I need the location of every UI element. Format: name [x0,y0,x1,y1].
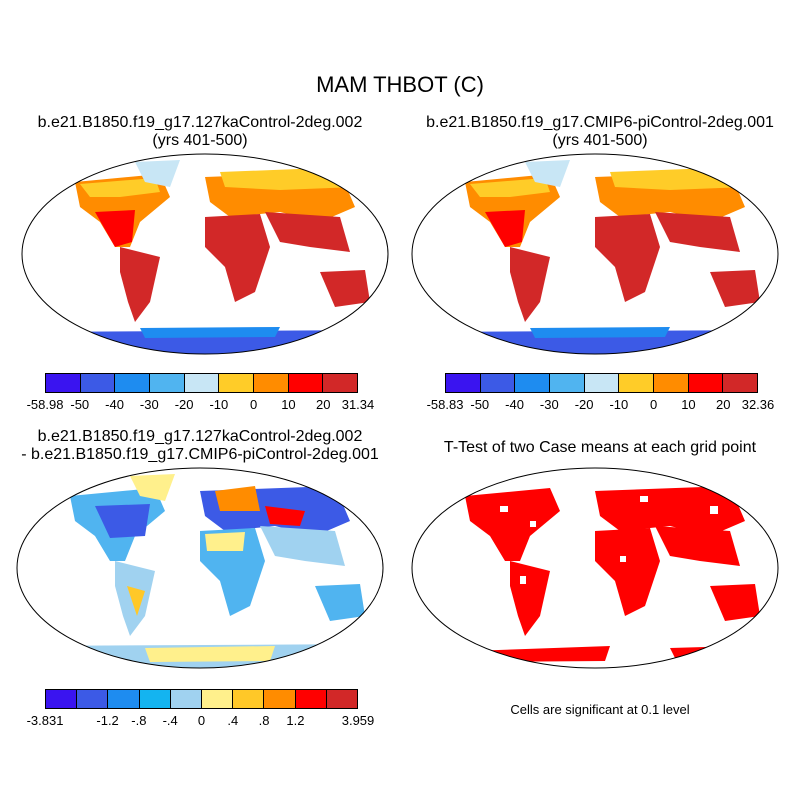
case1-colorbar-label: -58.98 [26,397,64,412]
case1-colorbar-label: 31.34 [341,397,375,412]
case2-colorbar-label: -40 [505,397,524,412]
case1-colorbar-swatch [150,374,185,392]
case1-colorbar-label: -40 [105,397,124,412]
case2-colorbar-label: 10 [681,397,696,412]
diff-colorbar-swatch [139,690,171,708]
case2-colorbar-label: -30 [539,397,559,412]
diff-colorbar-label: -.8 [131,713,147,728]
case2-africa [595,214,660,302]
diff-colorbar-swatch [46,690,78,708]
diff-colorbar-label: 1.2 [286,713,305,728]
case1-title-line2: (yrs 401-500) [152,132,248,149]
diff-colorbar-swatch [326,690,358,708]
case2-colorbar-label: -20 [574,397,594,412]
case2-colorbar-label: -10 [609,397,629,412]
ttest-map [411,467,779,669]
case2-colorbar-swatch [723,374,758,392]
case2-colorbar-swatch [688,374,724,392]
diff-title-line2: - b.e21.B1850.f19_g17.CMIP6-piControl-2d… [21,446,379,463]
case2-south-america [510,247,550,322]
diff-map [16,467,384,669]
case1-africa [205,214,270,302]
diff-colorbar [45,689,358,709]
case2-map [411,153,779,355]
diff-colorbar-swatch [202,690,234,708]
case1-colorbar-label: 10 [281,397,296,412]
ttest-title: T-Test of two Case means at each grid po… [443,439,757,456]
diff-colorbar-swatch [108,690,140,708]
ttest-note: Cells are significant at 0.1 level [510,702,690,717]
case1-colorbar-swatch [323,374,358,392]
case2-colorbar-swatch [480,374,516,392]
case1-colorbar-swatch [254,374,289,392]
case2-colorbar-label: 32.36 [741,397,775,412]
figure-title: MAM THBOT (C) [316,72,484,97]
diff-colorbar-label: .4 [227,713,239,728]
case1-title-line1: b.e21.B1850.f19_g17.127kaControl-2deg.00… [37,114,363,131]
diff-colorbar-label: -3.831 [26,713,64,728]
case2-colorbar-swatch [446,374,481,392]
case2-colorbar-swatch [654,374,689,392]
case1-australia [320,270,370,307]
case1-colorbar-swatch [46,374,81,392]
case1-colorbar-swatch [288,374,324,392]
case1-colorbar-label: -50 [70,397,90,412]
diff-australia [315,584,365,621]
diff-colorbar-swatch [77,690,109,708]
case2-colorbar-label: 0 [650,397,658,412]
case1-colorbar-label: 20 [315,397,331,412]
case2-colorbar-label: -58.83 [426,397,464,412]
case2-colorbar-swatch [550,374,585,392]
case1-colorbar-label: -10 [209,397,229,412]
case2-colorbar-swatch [584,374,620,392]
case2-australia [710,270,760,307]
case1-colorbar-label: -30 [139,397,159,412]
case1-colorbar-label: 0 [250,397,258,412]
case2-colorbar-label: 20 [715,397,731,412]
case2-colorbar-swatch [619,374,655,392]
diff-colorbar-label: -.4 [162,713,178,728]
diff-colorbar-label: 3.959 [341,713,375,728]
diff-colorbar-swatch [170,690,203,708]
case1-colorbar-swatch [115,374,151,392]
diff-title-line1: b.e21.B1850.f19_g17.127kaControl-2deg.00… [37,428,363,445]
case2-title-line2: (yrs 401-500) [552,132,648,149]
case1-colorbar-swatch [184,374,220,392]
diff-colorbar-label: 0 [197,713,206,728]
case1-colorbar-swatch [219,374,255,392]
diff-colorbar-label: .8 [258,713,270,728]
diff-colorbar-swatch [233,690,265,708]
diff-colorbar-label: -1.2 [96,713,119,728]
diff-colorbar-swatch [295,690,327,708]
case2-colorbar-label: -50 [470,397,490,412]
case1-colorbar-label: -20 [174,397,194,412]
case1-colorbar [45,373,358,393]
case2-colorbar-swatch [515,374,551,392]
case1-colorbar-swatch [80,374,116,392]
diff-colorbar-swatch [264,690,296,708]
case1-map [21,153,389,355]
case1-south-america [120,247,160,322]
ttest-significant-cells [465,486,760,662]
case2-colorbar [445,373,758,393]
case2-title-line1: b.e21.B1850.f19_g17.CMIP6-piControl-2deg… [426,114,774,131]
